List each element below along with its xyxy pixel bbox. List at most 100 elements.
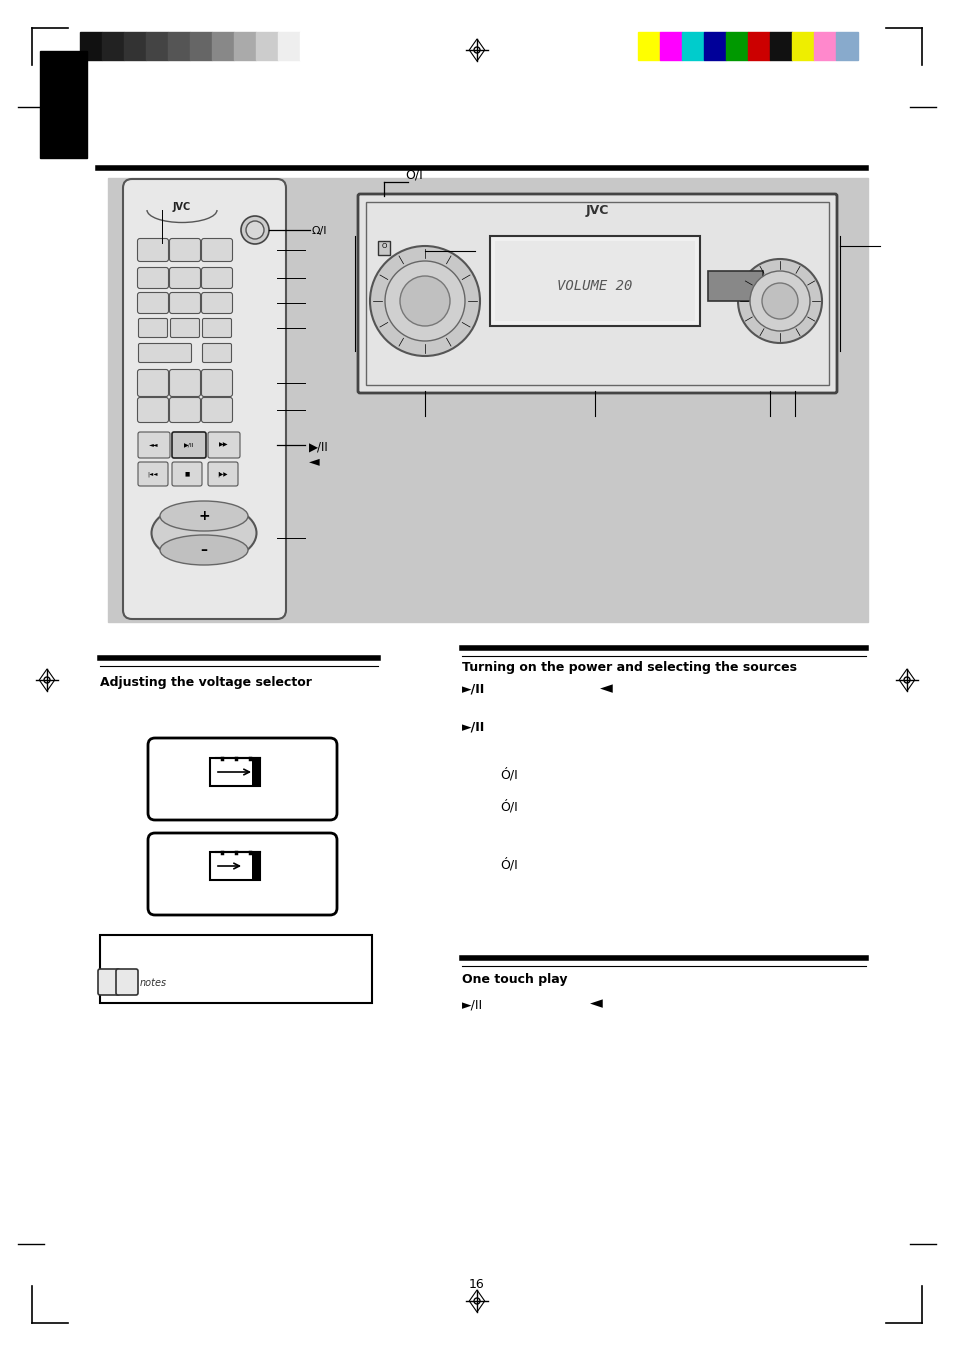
Text: VOLUME 20: VOLUME 20: [557, 280, 632, 293]
Text: JVC: JVC: [172, 203, 191, 212]
Circle shape: [370, 246, 479, 357]
FancyBboxPatch shape: [170, 239, 200, 262]
FancyBboxPatch shape: [171, 319, 199, 338]
FancyBboxPatch shape: [201, 397, 233, 423]
Bar: [100, 935, 372, 1002]
Circle shape: [749, 272, 809, 331]
Text: Ó: Ó: [381, 243, 386, 249]
FancyBboxPatch shape: [138, 319, 168, 338]
FancyBboxPatch shape: [202, 319, 232, 338]
Text: ►/II: ►/II: [461, 998, 482, 1011]
Bar: [495, 240, 695, 322]
Bar: [813, 32, 835, 59]
Text: ▶▶: ▶▶: [219, 443, 229, 447]
Circle shape: [761, 282, 797, 319]
Text: ►/II: ►/II: [461, 720, 485, 734]
Bar: [190, 32, 212, 59]
Text: ▶/II: ▶/II: [184, 443, 194, 447]
FancyBboxPatch shape: [357, 195, 836, 393]
Bar: [102, 32, 124, 59]
Bar: [255, 32, 277, 59]
Bar: [638, 32, 659, 59]
Text: |◄◄: |◄◄: [148, 471, 158, 477]
FancyBboxPatch shape: [148, 738, 336, 820]
Circle shape: [241, 216, 269, 245]
FancyBboxPatch shape: [137, 397, 169, 423]
Ellipse shape: [160, 535, 248, 565]
Ellipse shape: [160, 501, 248, 531]
FancyBboxPatch shape: [201, 267, 233, 289]
Text: ◄◄: ◄◄: [149, 443, 158, 447]
Bar: [40, 51, 87, 158]
Text: Ω/I: Ω/I: [312, 226, 327, 236]
Bar: [168, 32, 190, 59]
Text: Turning on the power and selecting the sources: Turning on the power and selecting the s…: [461, 661, 796, 674]
Bar: [252, 758, 261, 786]
FancyBboxPatch shape: [172, 432, 206, 458]
FancyBboxPatch shape: [201, 239, 233, 262]
Bar: [835, 32, 857, 59]
Text: |▶▶: |▶▶: [217, 471, 228, 477]
Circle shape: [738, 259, 821, 343]
FancyBboxPatch shape: [201, 293, 233, 313]
Bar: [146, 32, 168, 59]
FancyBboxPatch shape: [98, 969, 120, 994]
Bar: [80, 32, 102, 59]
FancyBboxPatch shape: [170, 370, 200, 396]
Bar: [707, 272, 762, 301]
Text: ◄: ◄: [309, 454, 319, 467]
Text: JVC: JVC: [585, 204, 608, 218]
FancyBboxPatch shape: [201, 370, 233, 396]
Bar: [233, 32, 255, 59]
Bar: [659, 32, 681, 59]
Text: Ó/I: Ó/I: [499, 767, 517, 781]
Circle shape: [246, 222, 264, 239]
FancyBboxPatch shape: [137, 267, 169, 289]
Text: ■: ■: [184, 471, 190, 477]
FancyBboxPatch shape: [148, 834, 336, 915]
Bar: [124, 32, 146, 59]
FancyBboxPatch shape: [208, 462, 237, 486]
Circle shape: [399, 276, 450, 326]
FancyBboxPatch shape: [490, 236, 700, 326]
FancyBboxPatch shape: [138, 343, 192, 362]
Text: +: +: [198, 509, 210, 523]
Text: Adjusting the voltage selector: Adjusting the voltage selector: [100, 676, 312, 689]
Ellipse shape: [152, 503, 256, 563]
Text: ◄: ◄: [599, 680, 612, 697]
Text: Ó/I: Ó/I: [499, 858, 517, 871]
Bar: [747, 32, 769, 59]
Bar: [252, 852, 261, 880]
Bar: [377, 240, 390, 255]
Text: ▶/II: ▶/II: [309, 440, 329, 453]
Text: notes: notes: [140, 978, 167, 988]
Text: Ó/I: Ó/I: [405, 168, 422, 181]
Bar: [791, 32, 813, 59]
Text: ►/II: ►/II: [461, 684, 485, 696]
FancyBboxPatch shape: [137, 293, 169, 313]
Bar: [210, 758, 260, 786]
Bar: [703, 32, 725, 59]
Bar: [681, 32, 703, 59]
FancyBboxPatch shape: [202, 343, 232, 362]
FancyBboxPatch shape: [116, 969, 138, 994]
Text: –: –: [200, 543, 208, 557]
Circle shape: [385, 261, 464, 340]
Text: One touch play: One touch play: [461, 973, 567, 986]
Text: 16: 16: [469, 1278, 484, 1290]
FancyBboxPatch shape: [137, 239, 169, 262]
Bar: [210, 852, 260, 880]
FancyBboxPatch shape: [137, 370, 169, 396]
Bar: [108, 178, 867, 621]
Bar: [299, 32, 322, 59]
FancyBboxPatch shape: [208, 432, 240, 458]
Bar: [769, 32, 791, 59]
FancyBboxPatch shape: [172, 462, 202, 486]
Bar: [366, 203, 828, 385]
FancyBboxPatch shape: [138, 462, 168, 486]
FancyBboxPatch shape: [123, 178, 286, 619]
Text: Ó/I: Ó/I: [499, 800, 517, 813]
Text: ◄: ◄: [589, 994, 602, 1012]
Bar: [212, 32, 233, 59]
FancyBboxPatch shape: [170, 267, 200, 289]
